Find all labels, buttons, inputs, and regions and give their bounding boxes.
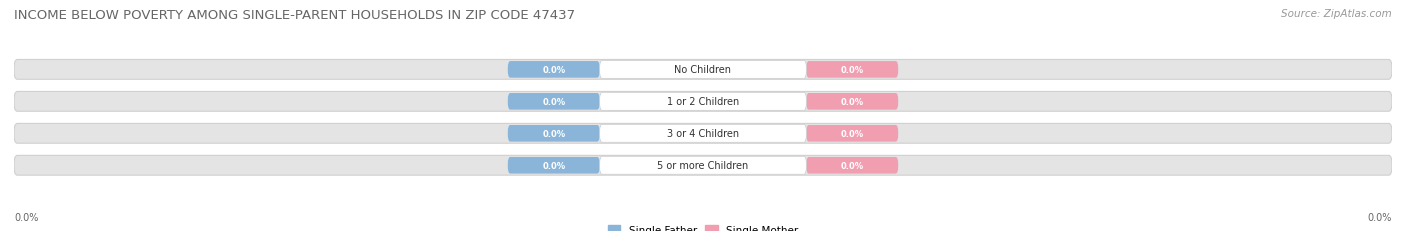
Text: 0.0%: 0.0% [543, 129, 565, 138]
FancyBboxPatch shape [508, 62, 599, 78]
Text: 0.0%: 0.0% [14, 212, 38, 222]
Text: 0.0%: 0.0% [1368, 212, 1392, 222]
FancyBboxPatch shape [14, 60, 1392, 80]
Text: 0.0%: 0.0% [841, 129, 863, 138]
FancyBboxPatch shape [807, 157, 898, 174]
FancyBboxPatch shape [599, 157, 807, 174]
FancyBboxPatch shape [508, 125, 599, 142]
Text: 0.0%: 0.0% [543, 97, 565, 106]
Text: No Children: No Children [675, 65, 731, 75]
Text: 0.0%: 0.0% [841, 161, 863, 170]
Text: Source: ZipAtlas.com: Source: ZipAtlas.com [1281, 9, 1392, 19]
FancyBboxPatch shape [14, 124, 1392, 144]
FancyBboxPatch shape [508, 157, 599, 174]
Text: 0.0%: 0.0% [841, 66, 863, 75]
FancyBboxPatch shape [599, 93, 807, 111]
Text: 0.0%: 0.0% [543, 66, 565, 75]
FancyBboxPatch shape [807, 125, 898, 142]
FancyBboxPatch shape [14, 156, 1392, 175]
Text: 1 or 2 Children: 1 or 2 Children [666, 97, 740, 107]
FancyBboxPatch shape [599, 125, 807, 143]
Legend: Single Father, Single Mother: Single Father, Single Mother [603, 220, 803, 231]
FancyBboxPatch shape [508, 94, 599, 110]
Text: 0.0%: 0.0% [543, 161, 565, 170]
Text: INCOME BELOW POVERTY AMONG SINGLE-PARENT HOUSEHOLDS IN ZIP CODE 47437: INCOME BELOW POVERTY AMONG SINGLE-PARENT… [14, 9, 575, 22]
FancyBboxPatch shape [807, 62, 898, 78]
FancyBboxPatch shape [599, 61, 807, 79]
Text: 5 or more Children: 5 or more Children [658, 161, 748, 170]
Text: 0.0%: 0.0% [841, 97, 863, 106]
FancyBboxPatch shape [807, 94, 898, 110]
Text: 3 or 4 Children: 3 or 4 Children [666, 129, 740, 139]
FancyBboxPatch shape [14, 92, 1392, 112]
